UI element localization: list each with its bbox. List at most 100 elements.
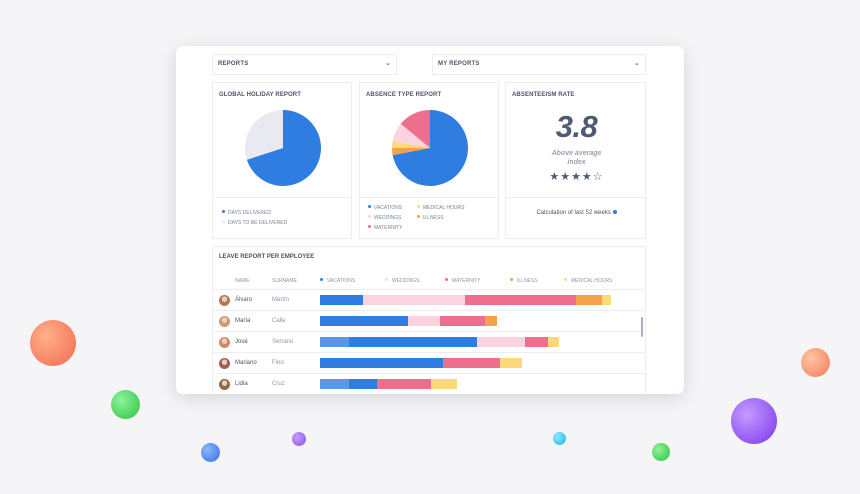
legend-dot bbox=[222, 220, 225, 223]
bar-segment-weddings bbox=[362, 295, 466, 305]
bar-segment-maternity bbox=[465, 295, 577, 305]
header-weddings: WEDDINGS bbox=[385, 278, 420, 284]
employee-name: Lidia bbox=[235, 381, 248, 387]
avatar bbox=[219, 295, 230, 306]
reports-window: REPORTS ⌄ MY REPORTS ⌄ GLOBAL HOLIDAY RE… bbox=[176, 46, 684, 394]
my-reports-select-label: MY REPORTS bbox=[438, 61, 480, 67]
bar-segment-illness bbox=[576, 295, 603, 305]
employee-surname: Calle bbox=[272, 318, 286, 324]
employee-name: José bbox=[235, 339, 248, 345]
legend-days-to-be-delivered: DAYS TO BE DELIVERED bbox=[222, 220, 287, 226]
table-row[interactable]: María Calle bbox=[213, 310, 645, 331]
global-holiday-pie-chart bbox=[245, 110, 321, 186]
decorative-ball-peach bbox=[801, 348, 830, 377]
legend-dot bbox=[417, 215, 420, 218]
decorative-ball-purple bbox=[731, 398, 777, 444]
leave-bar bbox=[320, 379, 457, 389]
avatar bbox=[219, 316, 230, 327]
chevron-down-icon: ⌄ bbox=[384, 60, 391, 67]
bar-segment-medical-hours bbox=[431, 379, 457, 389]
bar-segment-maternity bbox=[377, 379, 432, 389]
decorative-ball-blue bbox=[201, 443, 220, 462]
legend-dot bbox=[222, 210, 225, 213]
bar-segment-maternity bbox=[442, 358, 500, 368]
legend-dot bbox=[510, 278, 513, 281]
bar-segment-vacations bbox=[348, 337, 477, 347]
bar-segment-medical-hours bbox=[547, 337, 560, 347]
legend-weddings: WEDDINGS bbox=[368, 215, 402, 221]
leave-bar bbox=[320, 295, 611, 305]
header-maternity: MATERNITY bbox=[445, 278, 481, 284]
bar-segment-maternity bbox=[439, 316, 486, 326]
decorative-ball-green-small bbox=[652, 443, 670, 461]
header-medical-hours: MEDICAL HOURS bbox=[564, 278, 613, 284]
avatar bbox=[219, 337, 230, 348]
absenteeism-footer: Calculation of last 52 weeks bbox=[506, 209, 647, 218]
table-row[interactable]: José Serrano bbox=[213, 331, 645, 352]
employee-name: Mariano bbox=[235, 360, 257, 366]
reports-select-label: REPORTS bbox=[218, 61, 249, 67]
employee-surname: Martín bbox=[272, 297, 290, 303]
leave-report-card: LEAVE REPORT PER EMPLOYEE NAME SURNAME V… bbox=[212, 246, 646, 394]
table-row[interactable]: Lidia Cruz bbox=[213, 373, 645, 394]
bar-segment-vacations bbox=[320, 358, 443, 368]
header-vacations: VACATIONS bbox=[320, 278, 355, 284]
absenteeism-card: ABSENTEEISM RATE 3.8 Above average index… bbox=[505, 82, 646, 239]
header-illness: ILLNESS bbox=[510, 278, 538, 284]
pie-slice-to-be-delivered bbox=[245, 110, 283, 160]
bar-segment-vacations-light bbox=[320, 337, 349, 347]
scrollbar-thumb[interactable] bbox=[641, 317, 643, 337]
my-reports-select[interactable]: MY REPORTS ⌄ bbox=[432, 54, 646, 75]
employee-surname: Cruz bbox=[272, 381, 285, 387]
absence-type-pie-chart bbox=[392, 110, 468, 186]
bar-segment-weddings bbox=[476, 337, 526, 347]
reports-select[interactable]: REPORTS ⌄ bbox=[212, 54, 397, 75]
legend-dot bbox=[564, 278, 567, 281]
legend-dot bbox=[368, 215, 371, 218]
decorative-ball-orange bbox=[30, 320, 76, 366]
legend-vacations: VACATIONS bbox=[368, 205, 402, 211]
leave-bar bbox=[320, 316, 497, 326]
bar-segment-medical-hours bbox=[602, 295, 611, 305]
table-row[interactable]: Mariano Fino bbox=[213, 352, 645, 373]
decorative-ball-green bbox=[111, 390, 140, 419]
table-row[interactable]: Álvaro Martín bbox=[213, 289, 645, 310]
bar-segment-vacations bbox=[320, 316, 409, 326]
pie-slice-vacations bbox=[246, 110, 321, 186]
decorative-ball-purple-small bbox=[292, 432, 306, 446]
pie-slice-illness bbox=[392, 148, 430, 156]
bar-segment-vacations bbox=[320, 295, 363, 305]
employee-name: Álvaro bbox=[235, 297, 253, 303]
bar-segment-medical-hours bbox=[499, 358, 523, 368]
global-holiday-card: GLOBAL HOLIDAY REPORT DAYS DELIVERED DAY… bbox=[212, 82, 352, 239]
global-holiday-title: GLOBAL HOLIDAY REPORT bbox=[219, 92, 301, 98]
legend-illness: ILLNESS bbox=[417, 215, 444, 221]
legend-maternity: MATERNITY bbox=[368, 225, 403, 231]
absence-type-title: ABSENCE TYPE REPORT bbox=[366, 92, 442, 98]
pie-slice-maternity bbox=[400, 110, 430, 148]
header-name: NAME bbox=[235, 278, 250, 284]
bar-segment-vacations bbox=[348, 379, 377, 389]
star-rating-icon: ★★★★☆ bbox=[549, 171, 604, 183]
leave-report-title: LEAVE REPORT PER EMPLOYEE bbox=[219, 254, 315, 260]
employee-surname: Serrano bbox=[272, 339, 294, 345]
avatar bbox=[219, 379, 230, 390]
legend-days-delivered: DAYS DELIVERED bbox=[222, 210, 271, 216]
pie-slice-weddings bbox=[392, 123, 430, 148]
legend-medical-hours: MEDICAL HOURS bbox=[417, 205, 465, 211]
absenteeism-label: Above average index bbox=[551, 150, 602, 166]
bar-segment-illness bbox=[485, 316, 497, 326]
pie-slice-vacations bbox=[392, 110, 468, 186]
bar-segment-maternity bbox=[525, 337, 548, 347]
info-dot-icon[interactable] bbox=[612, 210, 617, 214]
legend-dot bbox=[445, 278, 448, 281]
legend-dot bbox=[320, 278, 323, 281]
absenteeism-title: ABSENTEEISM RATE bbox=[512, 92, 575, 98]
leave-bar bbox=[320, 358, 523, 368]
avatar bbox=[219, 358, 230, 369]
decorative-ball-cyan bbox=[553, 432, 566, 445]
chevron-down-icon: ⌄ bbox=[633, 60, 640, 67]
legend-dot bbox=[368, 225, 371, 228]
absence-type-card: ABSENCE TYPE REPORT VACATIONS MEDICAL HO… bbox=[359, 82, 499, 239]
legend-dot bbox=[385, 278, 388, 281]
